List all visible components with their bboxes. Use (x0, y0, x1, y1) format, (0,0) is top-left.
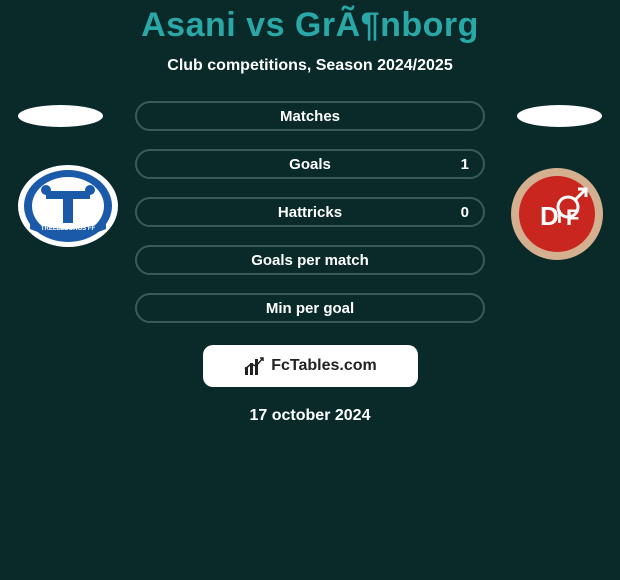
stat-right-value: 0 (461, 204, 469, 221)
ellipse-left (18, 105, 103, 127)
degerfors-crest-icon: DEGERFORS D I F (510, 167, 604, 261)
comparison-panel: TRELLEBORGS FF DEGERFORS D I F Matches (0, 101, 620, 425)
stat-row-min-per-goal: Min per goal (135, 293, 485, 323)
stat-label: Goals per match (251, 252, 369, 269)
svg-text:D: D (540, 201, 559, 231)
stat-label: Min per goal (266, 300, 354, 317)
team-badge-right: DEGERFORS D I F (510, 167, 604, 261)
stat-row-goals: Goals 1 (135, 149, 485, 179)
brand-text: FcTables.com (271, 357, 377, 375)
stat-label: Hattricks (278, 204, 342, 221)
page-title: Asani vs GrÃ¶nborg (0, 0, 620, 45)
stats-list: Matches Goals 1 Hattricks 0 Goals per ma… (135, 101, 485, 323)
trelleborgs-crest-icon: TRELLEBORGS FF (16, 163, 120, 249)
bar-chart-icon (243, 355, 267, 377)
svg-text:TRELLEBORGS FF: TRELLEBORGS FF (41, 226, 96, 232)
subtitle: Club competitions, Season 2024/2025 (0, 57, 620, 75)
stat-label: Goals (289, 156, 331, 173)
ellipse-right (517, 105, 602, 127)
brand-badge[interactable]: FcTables.com (203, 345, 418, 387)
stat-label: Matches (280, 108, 340, 125)
date-text: 17 october 2024 (0, 407, 620, 425)
stat-right-value: 1 (461, 156, 469, 173)
stat-row-goals-per-match: Goals per match (135, 245, 485, 275)
team-badge-left: TRELLEBORGS FF (16, 163, 120, 249)
stat-row-matches: Matches (135, 101, 485, 131)
stat-row-hattricks: Hattricks 0 (135, 197, 485, 227)
